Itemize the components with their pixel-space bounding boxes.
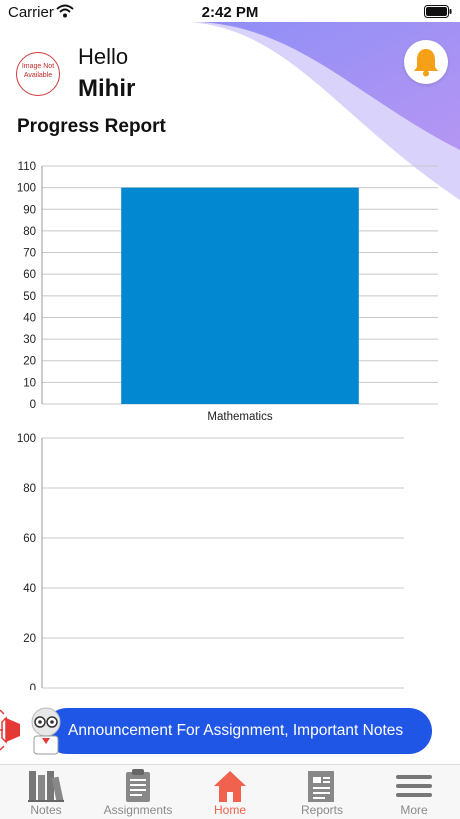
page-title: Progress Report <box>17 116 166 137</box>
y-tick-label: 60 <box>23 269 36 281</box>
books-icon <box>28 771 64 802</box>
y-tick-label: 0 <box>30 399 36 411</box>
announcement-text: Announcement For Assignment, Important N… <box>68 722 404 739</box>
bottom-tab-bar: Notes Assignments Home Reports <box>0 764 460 819</box>
header-wave <box>190 22 460 200</box>
avatar-placeholder-text: Image Not Available <box>21 63 55 79</box>
tab-home[interactable]: Home <box>184 765 276 819</box>
y-tick-label: 70 <box>23 248 36 260</box>
tab-assignments[interactable]: Assignments <box>92 765 184 819</box>
y-tick-label: 110 <box>18 161 36 173</box>
x-category-label: Mathematics <box>207 411 272 423</box>
y-tick-label: 40 <box>23 583 36 595</box>
report-icon <box>308 771 334 802</box>
avatar-frame <box>16 52 60 96</box>
announcement-banner[interactable]: Announcement For Assignment, Important N… <box>0 702 460 762</box>
tab-assignments-label: Assignments <box>103 803 173 817</box>
y-tick-label: 100 <box>17 433 36 445</box>
progress-bar-chart: 0 10 20 30 40 50 60 70 80 90 100 110 Mathematics <box>17 161 438 423</box>
status-bar: Carrier 2:42 PM <box>0 0 460 24</box>
tab-notes[interactable]: Notes <box>0 765 92 819</box>
secondary-bar-chart: 0 20 40 60 80 100 <box>17 433 404 690</box>
home-icon <box>214 771 246 802</box>
y-tick-label: 20 <box>23 633 36 645</box>
y-tick-label: 60 <box>23 533 36 545</box>
announcement-pill[interactable]: Announcement For Assignment, Important N… <box>44 708 432 754</box>
tab-home-label: Home <box>213 803 246 817</box>
y-tick-label: 80 <box>23 483 36 495</box>
tab-reports-label: Reports <box>300 803 344 817</box>
wifi-icon <box>56 4 74 22</box>
clipboard-icon <box>126 769 150 802</box>
y-tick-label: 90 <box>23 204 36 216</box>
y-tick-label: 50 <box>23 291 36 303</box>
notifications-button[interactable] <box>404 40 448 84</box>
menu-icon <box>396 775 432 797</box>
y-tick-label: 10 <box>23 377 36 389</box>
tab-notes-label: Notes <box>30 803 62 817</box>
megaphone-mascot-icon <box>0 707 61 755</box>
tab-reports[interactable]: Reports <box>276 765 368 819</box>
greeting-text: Hello <box>78 44 129 69</box>
y-tick-label: 40 <box>23 312 36 324</box>
carrier-label: Carrier <box>8 4 54 21</box>
bell-icon <box>414 49 438 77</box>
y-tick-label: 0 <box>30 683 36 690</box>
avatar[interactable]: Image Not Available <box>16 52 60 96</box>
user-name: Mihir <box>78 75 136 102</box>
y-tick-label: 30 <box>23 334 36 346</box>
bar-mathematics[interactable] <box>121 187 359 404</box>
tab-more-label: More <box>400 803 428 817</box>
clock: 2:42 PM <box>201 4 259 21</box>
battery-icon <box>424 5 452 22</box>
y-tick-label: 20 <box>23 356 36 368</box>
tab-more[interactable]: More <box>368 765 460 819</box>
y-tick-label: 80 <box>23 226 36 238</box>
y-tick-label: 100 <box>17 183 36 195</box>
